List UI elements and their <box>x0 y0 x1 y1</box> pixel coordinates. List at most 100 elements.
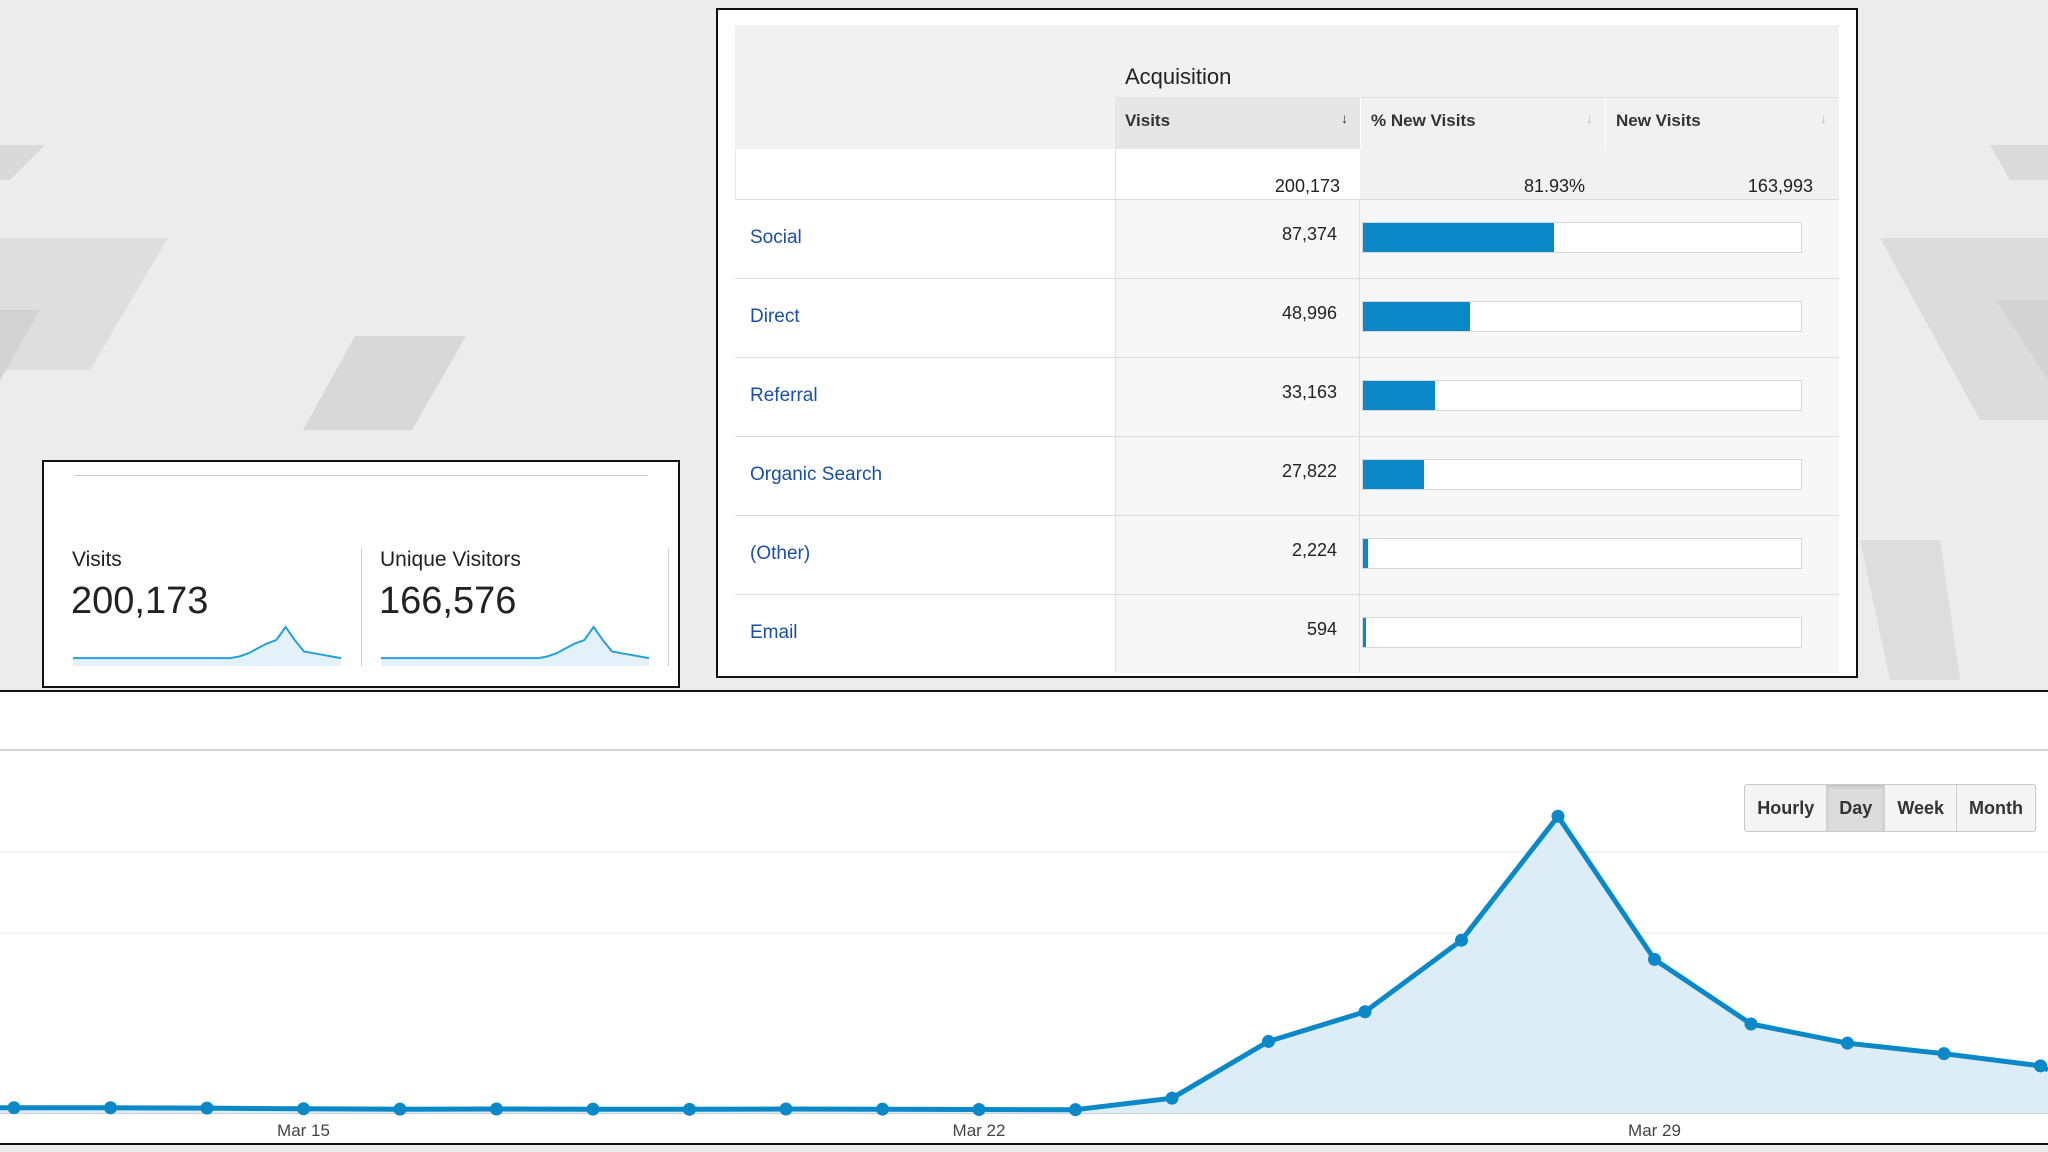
channel-cell: Email <box>735 595 1115 673</box>
line-chart: Mar 15 Mar 22 Mar 29 <box>0 749 2048 1140</box>
data-point <box>1358 1005 1372 1019</box>
sort-icon[interactable]: ↓ <box>1586 110 1593 126</box>
data-point <box>297 1102 310 1116</box>
data-point <box>1069 1103 1082 1117</box>
visits-bar-track <box>1362 617 1802 648</box>
totals-row: 200,173 81.93% 163,993 <box>735 149 1839 199</box>
metric-divider <box>361 548 362 666</box>
visits-bar-track <box>1362 301 1802 332</box>
granularity-hourly-button[interactable]: Hourly <box>1757 798 1815 818</box>
visits-bar-cell <box>1360 595 1839 673</box>
visits-value: 594 <box>1306 619 1337 639</box>
visits-bar <box>1363 223 1554 252</box>
visits-bar-track <box>1362 380 1802 411</box>
data-point <box>104 1101 117 1115</box>
granularity-month-button[interactable]: Month <box>1956 785 2035 831</box>
data-point <box>876 1102 889 1116</box>
visits-cell: 48,996 <box>1115 279 1360 357</box>
visits-bar-cell <box>1360 200 1839 278</box>
channel-link[interactable]: Social <box>750 227 802 248</box>
visits-bar-track <box>1362 459 1802 490</box>
visits-value: 87,374 <box>1281 224 1337 244</box>
channel-cell: (Other) <box>735 516 1115 594</box>
data-point <box>200 1101 214 1115</box>
metric-value: 166,576 <box>379 580 517 622</box>
channel-cell: Direct <box>735 279 1115 357</box>
visits-cell: 2,224 <box>1115 516 1360 594</box>
x-tick-label: Mar 29 <box>1628 1121 1681 1140</box>
sort-icon[interactable]: ↓ <box>1820 110 1827 126</box>
data-point <box>2034 1059 2047 1073</box>
visits-bar-track <box>1362 538 1802 569</box>
visits-bar-cell <box>1360 279 1839 357</box>
channel-link[interactable]: Organic Search <box>750 464 883 485</box>
sparkline-line <box>381 625 650 660</box>
table-group-header: Acquisition <box>1115 25 1839 97</box>
data-point <box>683 1102 696 1116</box>
visits-bar <box>1363 302 1470 331</box>
sparkline-line <box>73 625 342 660</box>
metric-label: Unique Visitors <box>380 548 521 571</box>
column-header-label: % New Visits <box>1371 111 1476 130</box>
data-point <box>586 1102 600 1116</box>
channel-cell: Organic Search <box>735 437 1115 515</box>
visits-sparkline <box>73 625 342 666</box>
visits-value: 27,822 <box>1281 461 1337 481</box>
channel-link[interactable]: Direct <box>750 306 800 327</box>
column-header-visits[interactable]: Visits ↓ <box>1115 97 1360 149</box>
x-tick-label: Mar 22 <box>953 1121 1006 1140</box>
metric-divider <box>668 548 669 666</box>
column-header-pct-new-visits[interactable]: % New Visits ↓ <box>1360 97 1605 149</box>
visits-value: 33,163 <box>1281 382 1337 402</box>
channel-cell: Referral <box>735 358 1115 436</box>
data-point <box>7 1101 21 1115</box>
data-point <box>972 1103 986 1117</box>
sparkline-area <box>73 627 341 666</box>
granularity-day-button[interactable]: Day <box>1826 785 1885 831</box>
data-point <box>779 1102 793 1116</box>
data-point <box>1455 933 1468 947</box>
visits-value: 2,224 <box>1291 540 1337 560</box>
visits-bar-cell <box>1360 437 1839 515</box>
data-point <box>1841 1036 1854 1050</box>
channel-link[interactable]: Referral <box>750 385 818 406</box>
table-row: Social 87,374 <box>735 199 1839 278</box>
data-point <box>1165 1091 1179 1105</box>
table-row: Email 594 <box>735 594 1839 673</box>
granularity-week-button[interactable]: Week <box>1884 785 1956 831</box>
data-point <box>1744 1017 1758 1031</box>
channel-link[interactable]: Email <box>750 622 798 643</box>
column-header-label: Visits <box>1125 111 1171 130</box>
data-point <box>490 1102 503 1116</box>
total-visits: 200,173 <box>1115 149 1360 199</box>
metric-value: 200,173 <box>71 580 209 622</box>
data-point <box>1551 809 1565 823</box>
data-point <box>393 1102 407 1116</box>
sparkline-area <box>381 627 649 666</box>
channel-link[interactable]: (Other) <box>750 543 811 564</box>
visits-bar <box>1363 539 1368 568</box>
visits-bar-cell <box>1360 358 1839 436</box>
acquisition-table: Acquisition Visits ↓ % New Visits ↓ New … <box>735 25 1839 673</box>
total-pct-new-visits: 81.93% <box>1360 149 1605 199</box>
visits-cell: 27,822 <box>1115 437 1360 515</box>
metric-visits[interactable]: Visits 200,173 <box>44 462 342 686</box>
visits-bar-cell <box>1360 516 1839 594</box>
visits-cell: 87,374 <box>1115 200 1360 278</box>
data-point <box>1937 1047 1951 1061</box>
channel-cell: Social <box>735 200 1115 278</box>
visits-cell: 594 <box>1115 595 1360 673</box>
unique-visitors-sparkline <box>381 625 650 666</box>
sort-desc-icon[interactable]: ↓ <box>1341 110 1348 126</box>
summary-divider-line <box>74 475 648 476</box>
total-new-visits: 163,993 <box>1605 149 1839 199</box>
column-header-label: New Visits <box>1616 111 1701 130</box>
table-row: (Other) 2,224 <box>735 515 1839 594</box>
table-row: Organic Search 27,822 <box>735 436 1839 515</box>
metric-unique-visitors[interactable]: Unique Visitors 166,576 <box>352 462 650 686</box>
column-header-new-visits[interactable]: New Visits ↓ <box>1605 97 1839 149</box>
data-point <box>1262 1034 1275 1048</box>
totals-label-cell <box>735 149 1115 199</box>
granularity-toggle: Hourly Day Week Month <box>1744 784 2036 832</box>
summary-card: Visits 200,173 Unique Visitors 166,576 <box>42 460 680 688</box>
